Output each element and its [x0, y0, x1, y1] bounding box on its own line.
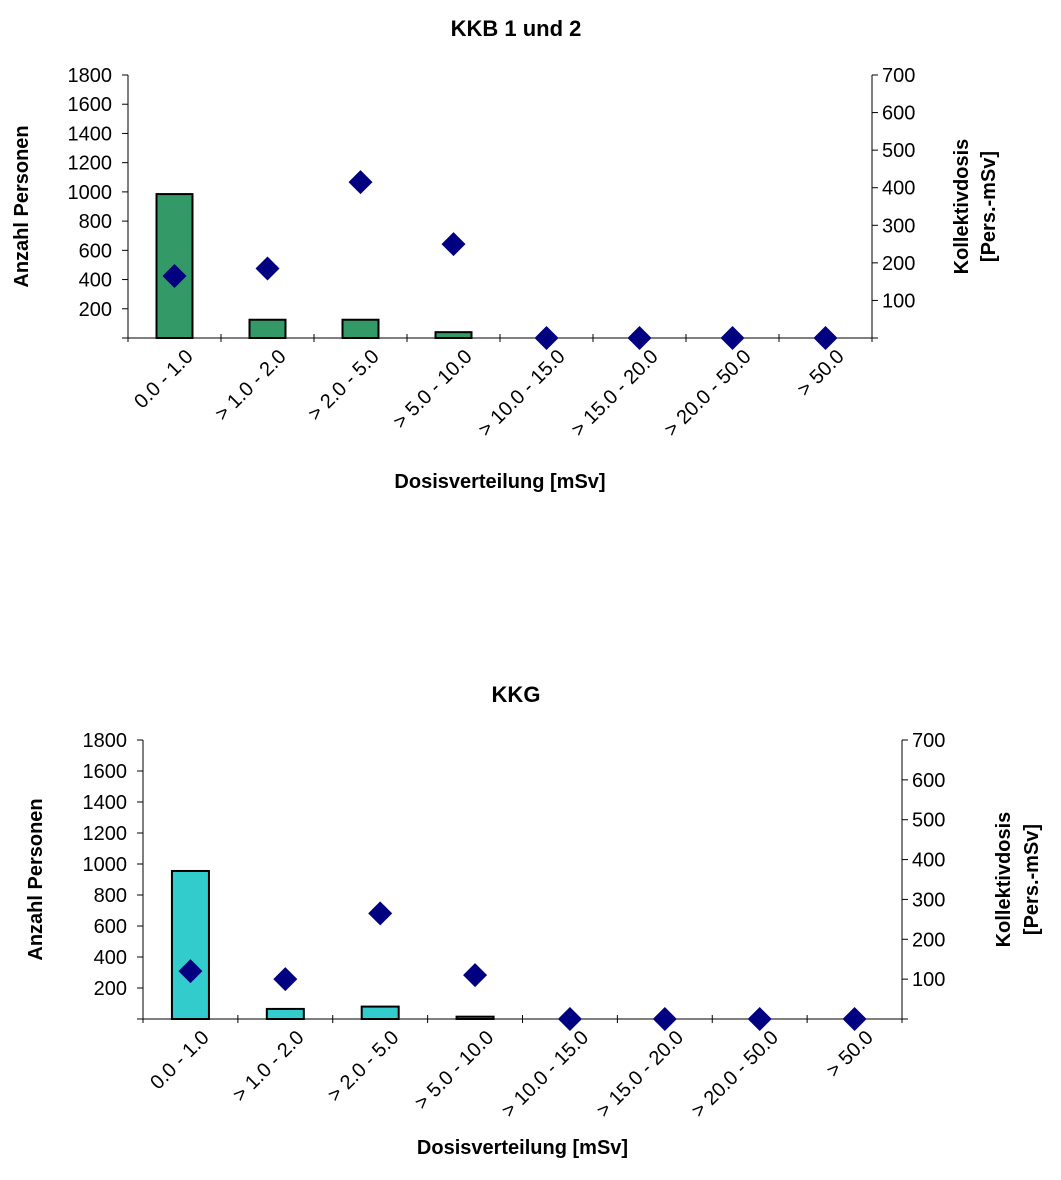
- bar: [170, 869, 210, 1020]
- diamond-marker: [162, 264, 187, 289]
- y2-axis-title: [Pers.-mSv]: [1021, 824, 1043, 935]
- chart-title: KKB 1 und 2: [451, 16, 582, 41]
- bar: [434, 331, 473, 339]
- y-tick-label: 800: [79, 211, 112, 233]
- y-axis-title: Anzahl Personen: [11, 125, 33, 287]
- bar: [455, 1015, 495, 1020]
- y-tick-label: 1600: [68, 94, 113, 116]
- category-label: > 5.0 - 10.0: [389, 346, 477, 434]
- y-tick-label: 1400: [83, 792, 128, 814]
- y-tick-label: 1800: [68, 65, 113, 87]
- category-label: > 20.0 - 50.0: [688, 1027, 783, 1122]
- diamond-marker: [557, 1007, 582, 1031]
- category-label: > 15.0 - 20.0: [593, 1027, 688, 1122]
- y2-tick-label: 400: [912, 850, 945, 872]
- category-label: > 50.0: [822, 1027, 877, 1082]
- y2-tick-label: 100: [882, 290, 915, 312]
- y-tick-label: 200: [94, 978, 127, 1000]
- diamond-marker: [747, 1007, 772, 1031]
- category-label: > 2.0 - 5.0: [324, 1027, 404, 1107]
- y2-tick-label: 300: [882, 215, 915, 237]
- diamond-marker: [627, 326, 652, 350]
- y-tick-label: 1600: [83, 761, 128, 783]
- diamond-marker: [463, 963, 488, 988]
- category-label: > 2.0 - 5.0: [304, 346, 384, 426]
- y-tick-label: 400: [94, 947, 127, 969]
- chart-kkg: KKG 200 400 600 800 1000 1200 1400 1600 1800 100 20…: [25, 682, 1043, 1159]
- y-tick-label: 1000: [68, 182, 113, 204]
- y-tick-label: 400: [79, 270, 112, 292]
- category-label: 0.0 - 1.0: [130, 346, 197, 413]
- category-label: > 15.0 - 20.0: [567, 346, 662, 441]
- y-tick-label: 1400: [68, 123, 113, 145]
- y-tick-label: 1800: [83, 730, 128, 752]
- y2-tick-label: 100: [912, 969, 945, 991]
- y2-tick-label: 300: [912, 889, 945, 911]
- y-tick-label: 1000: [83, 854, 128, 876]
- bar: [360, 1005, 400, 1020]
- category-label: > 10.0 - 15.0: [474, 346, 569, 441]
- diamond-marker: [255, 256, 280, 281]
- category-label: > 1.0 - 2.0: [229, 1027, 309, 1107]
- bar: [265, 1007, 305, 1020]
- y2-tick-label: 500: [912, 810, 945, 832]
- y-tick-label: 1200: [68, 153, 113, 175]
- y2-tick-label: 600: [912, 770, 945, 792]
- y-tick-label: 600: [79, 240, 112, 262]
- category-label: > 5.0 - 10.0: [411, 1027, 499, 1115]
- diamond-marker: [368, 901, 393, 926]
- category-label: > 10.0 - 15.0: [498, 1027, 593, 1122]
- diamond-marker: [348, 170, 373, 195]
- y2-tick-label: 700: [912, 730, 945, 752]
- category-label: 0.0 - 1.0: [146, 1027, 213, 1094]
- y-tick-label: 600: [94, 916, 127, 938]
- y2-axis-title: Kollektivdosis: [993, 812, 1015, 948]
- category-label: > 1.0 - 2.0: [211, 346, 291, 426]
- diamond-marker: [720, 326, 745, 350]
- category-label: > 50.0: [793, 346, 848, 401]
- y2-axis-title: Kollektivdosis: [951, 139, 973, 275]
- y2-tick-label: 600: [882, 103, 915, 125]
- y-axis-title: Anzahl Personen: [25, 798, 47, 960]
- x-axis-title: Dosisverteilung [mSv]: [394, 471, 605, 493]
- category-label: > 20.0 - 50.0: [660, 346, 755, 441]
- diamond-marker: [842, 1007, 867, 1031]
- y2-tick-label: 700: [882, 65, 915, 87]
- y2-tick-label: 200: [912, 929, 945, 951]
- y2-tick-label: 400: [882, 178, 915, 200]
- bar: [341, 318, 380, 340]
- diamond-marker: [652, 1007, 677, 1031]
- y-tick-label: 800: [94, 885, 127, 907]
- diamond-marker: [813, 326, 838, 350]
- y2-axis-title: [Pers.-mSv]: [978, 151, 1000, 262]
- y2-tick-label: 200: [882, 253, 915, 275]
- chart-kkb: KKB 1 und 2 200 400 600 800 1000 1200 1400 1600 1…: [11, 16, 1000, 493]
- diamond-marker: [441, 232, 466, 257]
- diamond-marker: [273, 967, 298, 992]
- x-axis-title: Dosisverteilung [mSv]: [417, 1137, 628, 1159]
- chart-title: KKG: [492, 682, 541, 707]
- bar: [248, 318, 287, 340]
- y-tick-label: 1200: [83, 823, 128, 845]
- y-tick-label: 200: [79, 299, 112, 321]
- diamond-marker: [534, 326, 559, 350]
- diamond-marker: [178, 959, 203, 984]
- y2-tick-label: 500: [882, 140, 915, 162]
